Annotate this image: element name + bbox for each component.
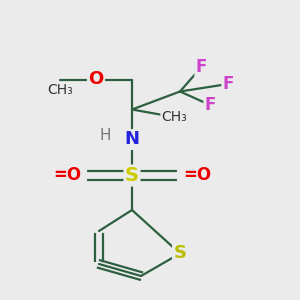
Text: F: F xyxy=(222,75,234,93)
Text: S: S xyxy=(173,244,187,262)
Text: =O: =O xyxy=(183,167,211,184)
Text: F: F xyxy=(204,96,216,114)
Text: N: N xyxy=(124,130,140,148)
Text: CH₃: CH₃ xyxy=(47,83,73,97)
Text: O: O xyxy=(178,167,194,184)
Text: H: H xyxy=(99,128,111,142)
Text: O: O xyxy=(88,70,104,88)
Text: F: F xyxy=(195,58,207,76)
Text: O: O xyxy=(70,167,86,184)
Text: S: S xyxy=(125,166,139,185)
Text: =O: =O xyxy=(53,167,81,184)
Text: CH₃: CH₃ xyxy=(161,110,187,124)
